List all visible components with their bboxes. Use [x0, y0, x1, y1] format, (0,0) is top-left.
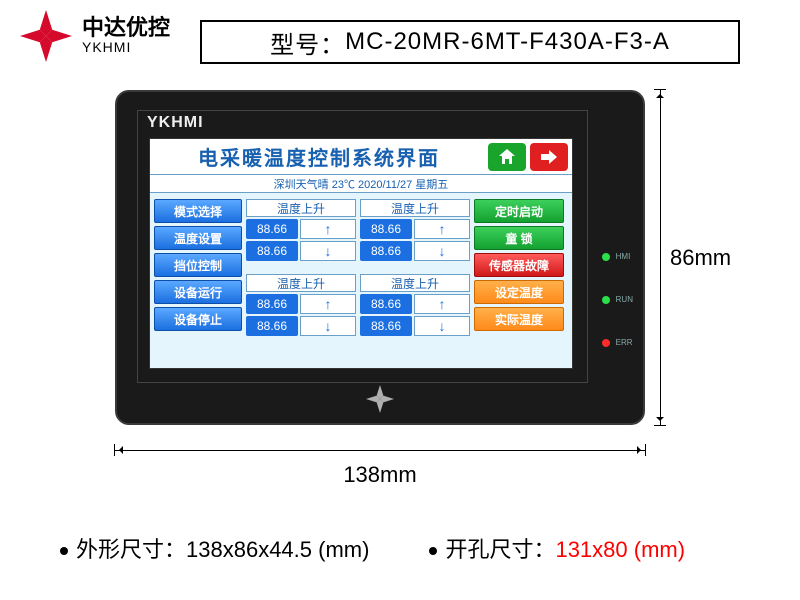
height-dimension: 86mm: [660, 90, 755, 425]
temp-group-label: 温度上升: [360, 274, 470, 292]
outline-dim-label: 外形尺寸：: [76, 537, 186, 562]
arrow-up-button[interactable]: ↑: [414, 219, 470, 239]
err-led-icon: [602, 339, 610, 347]
arrow-up-button[interactable]: ↑: [414, 294, 470, 314]
logo-star-icon: [20, 10, 72, 62]
child-lock-button[interactable]: 童 锁: [474, 226, 564, 250]
temp-col-1: 温度上升 88.66↑ 88.66↓ 温度上升 88.66↑ 88.66↓: [246, 199, 356, 364]
temp-col-2: 温度上升 88.66↑ 88.66↓ 温度上升 88.66↑ 88.66↓: [360, 199, 470, 364]
cutout-dim-label: 开孔尺寸：: [445, 537, 555, 562]
brand-name-en: YKHMI: [82, 39, 170, 55]
device-run-button[interactable]: 设备运行: [154, 280, 242, 304]
subtitle-bar: 深圳天气晴 23℃ 2020/11/27 星期五: [150, 175, 572, 193]
gear-control-button[interactable]: 挡位控制: [154, 253, 242, 277]
arrow-down-button[interactable]: ↓: [414, 241, 470, 261]
hmi-led-icon: [602, 253, 610, 261]
run-led-icon: [602, 296, 610, 304]
model-box: 型号： MC-20MR-6MT-F430A-F3-A: [200, 20, 740, 64]
temp-value: 88.66: [246, 241, 298, 261]
arrow-down-button[interactable]: ↓: [414, 316, 470, 336]
temp-value: 88.66: [360, 316, 412, 336]
temp-value: 88.66: [246, 219, 298, 239]
brand-name-cn: 中达优控: [82, 17, 170, 39]
temp-value: 88.66: [246, 294, 298, 314]
arrow-up-button[interactable]: ↑: [300, 294, 356, 314]
mode-select-button[interactable]: 模式选择: [154, 199, 242, 223]
timer-start-button[interactable]: 定时启动: [474, 199, 564, 223]
left-menu: 模式选择 温度设置 挡位控制 设备运行 设备停止: [154, 199, 242, 364]
set-temp-button[interactable]: 设定温度: [474, 280, 564, 304]
temp-group-label: 温度上升: [246, 199, 356, 217]
hmi-led-label: HMI: [616, 252, 631, 261]
run-led-label: RUN: [616, 295, 633, 304]
footer-dimensions: 外形尺寸：138x86x44.5 (mm) 开孔尺寸：131x80 (mm): [60, 532, 770, 564]
width-dimension: 138mm: [115, 436, 645, 496]
arrow-right-icon: [539, 149, 559, 165]
cutout-dim-value: 131x80 (mm): [555, 537, 685, 562]
arrow-up-button[interactable]: ↑: [300, 219, 356, 239]
next-button[interactable]: [530, 143, 568, 171]
led-panel: HMI RUN ERR: [602, 252, 633, 347]
temp-value: 88.66: [246, 316, 298, 336]
screen-body: 模式选择 温度设置 挡位控制 设备运行 设备停止 温度上升 88.66↑ 88.…: [150, 195, 572, 368]
temp-set-button[interactable]: 温度设置: [154, 226, 242, 250]
temp-group-label: 温度上升: [360, 199, 470, 217]
device-brand-label: YKHMI: [147, 114, 204, 132]
home-icon: [497, 148, 517, 166]
hmi-screen: 电采暖温度控制系统界面 深圳天气晴 23℃ 2020/11/27 星期五 模式选…: [149, 138, 573, 369]
width-label: 138mm: [343, 462, 416, 488]
model-label: 型号：: [270, 25, 345, 60]
outline-dim-value: 138x86x44.5 (mm): [186, 537, 369, 562]
arrow-down-button[interactable]: ↓: [300, 241, 356, 261]
sensor-fault-button[interactable]: 传感器故障: [474, 253, 564, 277]
title-bar: 电采暖温度控制系统界面: [150, 139, 572, 175]
temp-value: 88.66: [360, 241, 412, 261]
device-stop-button[interactable]: 设备停止: [154, 307, 242, 331]
hmi-device: YKHMI 电采暖温度控制系统界面 深圳天气晴 23℃ 2020/11/27 星…: [115, 90, 645, 425]
screen-title: 电采暖温度控制系统界面: [150, 142, 488, 171]
actual-temp-button[interactable]: 实际温度: [474, 307, 564, 331]
height-label: 86mm: [670, 245, 731, 271]
temp-group-label: 温度上升: [246, 274, 356, 292]
model-value: MC-20MR-6MT-F430A-F3-A: [345, 28, 670, 56]
temp-value: 88.66: [360, 219, 412, 239]
arrow-down-button[interactable]: ↓: [300, 316, 356, 336]
right-menu: 定时启动 童 锁 传感器故障 设定温度 实际温度: [474, 199, 564, 364]
home-button[interactable]: [488, 143, 526, 171]
device-star-icon: [366, 385, 394, 413]
temp-value: 88.66: [360, 294, 412, 314]
err-led-label: ERR: [616, 338, 633, 347]
